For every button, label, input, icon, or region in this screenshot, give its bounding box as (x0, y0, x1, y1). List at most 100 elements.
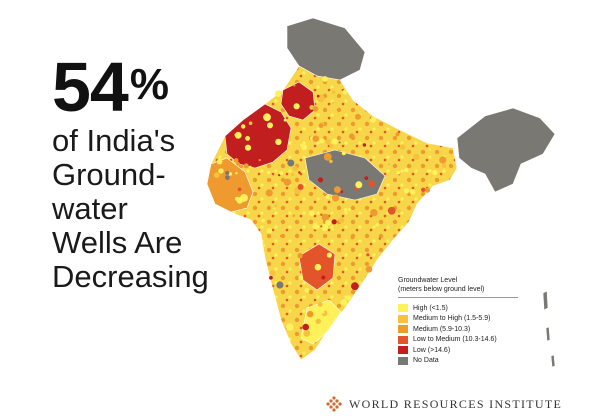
map-speckle (292, 214, 295, 217)
map-speckle (267, 170, 271, 175)
map-speckle (302, 323, 309, 331)
map-speckle (364, 176, 369, 181)
map-speckle (338, 217, 345, 224)
map-speckle (319, 138, 325, 144)
headline-line-4: Wells Are (52, 225, 183, 260)
map-speckle (261, 218, 265, 223)
legend-label: No Data (413, 357, 439, 365)
wri-logo-icon (326, 396, 342, 412)
map-speckle (321, 275, 326, 280)
map-speckle (355, 113, 361, 120)
map-speckle (292, 165, 298, 172)
footer: WORLD RESOURCES INSTITUTE (326, 394, 586, 414)
map-speckle (262, 244, 266, 247)
map-speckle (341, 151, 346, 156)
map-speckle (320, 309, 326, 314)
map-legend: Groundwater Level (meters below ground l… (398, 276, 518, 366)
map-speckle (216, 158, 223, 165)
map-speckle (331, 219, 337, 225)
map-speckle (348, 208, 351, 212)
headline-line-2: Ground- (52, 157, 166, 192)
map-speckle (343, 207, 348, 212)
big-number: 54 (52, 48, 129, 126)
map-speckle (362, 143, 367, 147)
map-speckle (403, 188, 410, 194)
map-speckle (223, 186, 230, 193)
map-speckle (314, 263, 322, 271)
map-speckle (241, 124, 246, 129)
map-speckle (334, 186, 341, 194)
legend-swatch (398, 314, 408, 323)
percent-sign: % (129, 60, 169, 109)
map-speckle (244, 144, 252, 151)
legend-label: Low to Medium (10.3-14.6) (413, 336, 497, 344)
map-speckle (320, 213, 323, 216)
map-speckle (399, 144, 406, 150)
map-speckle (370, 209, 378, 217)
map-speckle (309, 210, 315, 217)
headline-line-3: water (52, 191, 128, 226)
map-speckle (269, 275, 273, 280)
map-speckle (234, 131, 242, 139)
map-speckle (225, 171, 230, 175)
map-speckle (331, 102, 334, 105)
map-speckle (269, 270, 276, 276)
map-speckle (315, 318, 321, 324)
map-speckle (283, 178, 292, 186)
map-speckle (283, 118, 287, 122)
map-speckle (321, 213, 330, 222)
map-speckle (307, 310, 314, 318)
region-andaman-islands (542, 290, 556, 368)
legend-item-no-data: No Data (398, 356, 518, 367)
map-speckle (312, 106, 319, 112)
legend-item-high: High (<1.5) (398, 303, 518, 314)
map-speckle (340, 190, 344, 194)
map-speckle (387, 206, 396, 215)
region-south (300, 299, 342, 345)
map-speckle (273, 207, 276, 210)
legend-item-low: Low (>14.6) (398, 345, 518, 356)
legend-swatch (398, 304, 408, 313)
map-speckle (425, 187, 431, 193)
map-speckle (378, 237, 381, 240)
map-speckle (429, 148, 432, 151)
map-speckle (275, 138, 282, 146)
map-speckle (221, 181, 225, 185)
map-speckle (301, 144, 308, 151)
map-speckle (236, 161, 240, 166)
map-speckle (395, 132, 400, 137)
map-speckle (346, 295, 352, 301)
map-speckle (258, 159, 261, 162)
map-speckle (265, 189, 273, 197)
map-speckle (274, 204, 278, 208)
map-speckle (286, 323, 294, 331)
map-speckle (426, 169, 430, 173)
map-speckle (318, 123, 324, 129)
map-speckle (298, 275, 304, 281)
map-speckle (413, 153, 420, 160)
map-speckle (276, 281, 284, 289)
india-groundwater-map (206, 17, 556, 368)
map-speckle (237, 187, 242, 192)
legend-label: Low (>14.6) (413, 346, 451, 354)
map-speckle (366, 253, 370, 257)
legend-swatch (398, 325, 408, 334)
map-speckle (245, 136, 250, 141)
map-speckle (320, 225, 323, 228)
map-speckle (293, 84, 296, 87)
legend-swatch (398, 335, 408, 344)
map-speckle (404, 167, 409, 173)
map-speckle (324, 310, 327, 314)
region-northeast (456, 107, 556, 193)
map-speckle (350, 235, 355, 240)
legend-swatch (398, 346, 408, 355)
map-speckle (234, 196, 240, 201)
legend-swatch (398, 356, 408, 365)
headline-line-5: Decreasing (52, 259, 209, 294)
map-speckle (235, 172, 238, 175)
map-speckle (316, 325, 320, 329)
map-speckle (432, 169, 438, 176)
map-speckle (297, 253, 303, 259)
headline-number-row: 54% (52, 50, 242, 124)
region-punjab (280, 81, 316, 121)
